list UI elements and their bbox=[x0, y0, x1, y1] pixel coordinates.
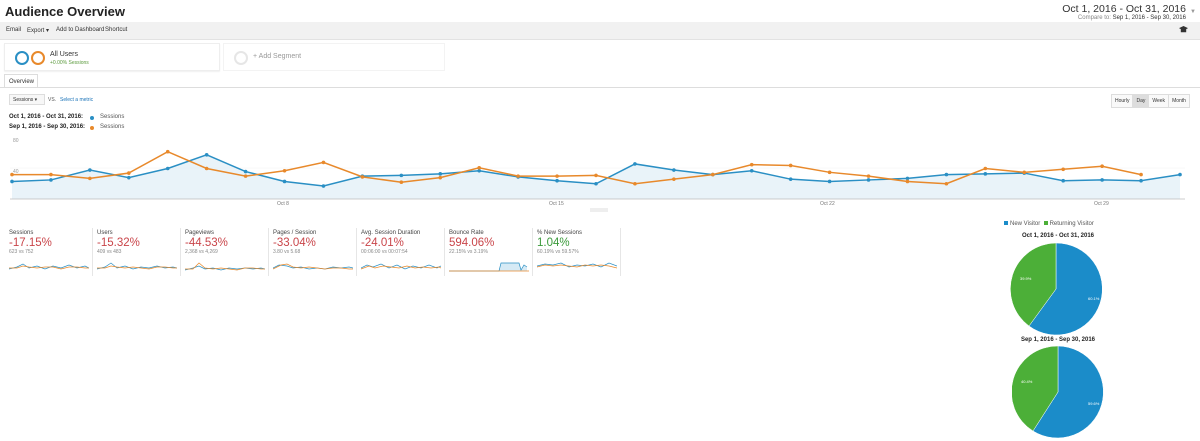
scorecard-avg-session-duration[interactable]: Avg. Session Duration -24.01% 00:06:00 vs … bbox=[357, 228, 445, 276]
period-month[interactable]: Month bbox=[1169, 95, 1189, 107]
pie-legend: New Visitor Returning Visitor bbox=[1004, 221, 1094, 227]
add-to-dashboard-button[interactable]: Add to Dashboard bbox=[56, 27, 105, 33]
x-tick: Oct 29 bbox=[1094, 201, 1109, 207]
sparkline bbox=[97, 262, 177, 270]
returning-visitor-swatch-icon bbox=[1043, 221, 1048, 226]
y-tick-40: 40 bbox=[13, 169, 19, 175]
pie-title-oct: Oct 1, 2016 - Oct 31, 2016 bbox=[1021, 233, 1095, 239]
sparkline bbox=[9, 263, 89, 270]
scorecard-sessions[interactable]: Sessions -17.15% 623 vs 752 bbox=[5, 228, 93, 276]
sparkline bbox=[185, 262, 265, 271]
date-range-picker[interactable]: Oct 1, 2016 - Oct 31, 2016 Compare to: S… bbox=[1062, 3, 1196, 21]
y-tick-80: 80 bbox=[13, 138, 19, 144]
scorecard-pageviews[interactable]: Pageviews -44.53% 2,368 vs 4,269 bbox=[181, 228, 269, 276]
pie-label-returning: 39.9% bbox=[1020, 276, 1032, 281]
tab-divider bbox=[0, 87, 1200, 88]
pie-chart-oct[interactable]: 60.1% 39.9% bbox=[1010, 243, 1102, 335]
chart-resize-handle[interactable] bbox=[590, 208, 608, 212]
x-tick: Oct 22 bbox=[820, 201, 835, 207]
empty-segment-icon bbox=[234, 51, 248, 65]
pie-label-new: 59.6% bbox=[1088, 401, 1100, 406]
current-area bbox=[12, 154, 1180, 199]
blue-dot-icon bbox=[90, 116, 94, 120]
scorecard-new-sessions[interactable]: % New Sessions 1.04% 60.19% vs 59.57% bbox=[533, 228, 621, 276]
segment-ring-icon bbox=[31, 51, 45, 65]
sessions-line-chart[interactable]: 80 40 Oct 8 Oct 15 Oct 22 Oct 29 bbox=[0, 135, 1200, 215]
new-visitor-swatch-icon bbox=[1004, 221, 1008, 226]
segment-all-users[interactable]: All Users +0.00% Sessions bbox=[4, 43, 220, 71]
pie-label-new: 60.1% bbox=[1088, 296, 1100, 301]
pie-label-returning: 40.4% bbox=[1021, 379, 1033, 384]
sparkline bbox=[449, 262, 529, 272]
pie-title-sep: Sep 1, 2016 - Sep 30, 2016 bbox=[1020, 337, 1096, 343]
scorecard-pages-per-session[interactable]: Pages / Session -33.04% 3.80 vs 5.68 bbox=[269, 228, 357, 276]
legend-previous-series: Sessions bbox=[100, 124, 125, 130]
period-hourly[interactable]: Hourly bbox=[1112, 95, 1134, 107]
legend-current-series: Sessions bbox=[100, 114, 125, 120]
segment-ring-icon bbox=[15, 51, 29, 65]
report-toolbar: Email Export ▾ Add to Dashboard Shortcut bbox=[0, 22, 1200, 40]
legend-previous: Sep 1, 2016 - Sep 30, 2016: Sessions bbox=[9, 124, 124, 130]
sparkline bbox=[273, 263, 353, 270]
shortcut-button[interactable]: Shortcut bbox=[105, 27, 128, 33]
sparkline bbox=[537, 262, 617, 269]
scorecard-users[interactable]: Users -15.32% 409 vs 483 bbox=[93, 228, 181, 276]
page-title: Audience Overview bbox=[5, 4, 125, 19]
legend-new-visitor: New Visitor bbox=[1010, 221, 1041, 227]
segment-label: All Users bbox=[50, 51, 79, 58]
export-button[interactable]: Export ▾ bbox=[27, 28, 50, 34]
add-segment-label: + Add Segment bbox=[253, 53, 302, 60]
sparkline bbox=[361, 263, 441, 270]
email-button[interactable]: Email bbox=[6, 27, 22, 33]
vs-label: VS. bbox=[48, 97, 57, 103]
segment-sub: +0.00% Sessions bbox=[50, 60, 89, 66]
legend-returning-visitor: Returning Visitor bbox=[1049, 221, 1094, 227]
date-range: Oct 1, 2016 - Oct 31, 2016 bbox=[1062, 3, 1186, 15]
compare-range: Compare to: Sep 1, 2016 - Sep 30, 2016 bbox=[1077, 15, 1186, 21]
legend-previous-range: Sep 1, 2016 - Sep 30, 2016: bbox=[9, 124, 86, 130]
scorecard-bounce-rate[interactable]: Bounce Rate 594.06% 22.15% vs 3.19% bbox=[445, 228, 533, 276]
tab-overview[interactable]: Overview bbox=[4, 74, 38, 88]
pie-chart-sep[interactable]: 59.6% 40.4% bbox=[1012, 346, 1104, 438]
x-tick: Oct 15 bbox=[549, 201, 564, 207]
period-toggle: Hourly Day Week Month bbox=[1111, 94, 1190, 108]
legend-current-range: Oct 1, 2016 - Oct 31, 2016: bbox=[9, 114, 84, 120]
graduation-cap-icon[interactable] bbox=[1179, 26, 1188, 33]
orange-dot-icon bbox=[90, 126, 94, 130]
add-segment-button[interactable]: + Add Segment bbox=[223, 43, 445, 71]
select-metric-link[interactable]: Select a metric bbox=[60, 97, 94, 103]
metric-select[interactable]: Sessions ▾ bbox=[9, 94, 45, 105]
legend-current: Oct 1, 2016 - Oct 31, 2016: Sessions bbox=[9, 114, 124, 120]
period-day[interactable]: Day bbox=[1133, 95, 1150, 107]
previous-sessions-line bbox=[12, 150, 1142, 185]
period-week[interactable]: Week bbox=[1149, 95, 1170, 107]
chevron-down-icon: ▼ bbox=[1190, 9, 1196, 15]
x-tick: Oct 8 bbox=[277, 201, 289, 207]
scorecards: Sessions -17.15% 623 vs 752 Users -15.32% 40… bbox=[5, 228, 621, 276]
